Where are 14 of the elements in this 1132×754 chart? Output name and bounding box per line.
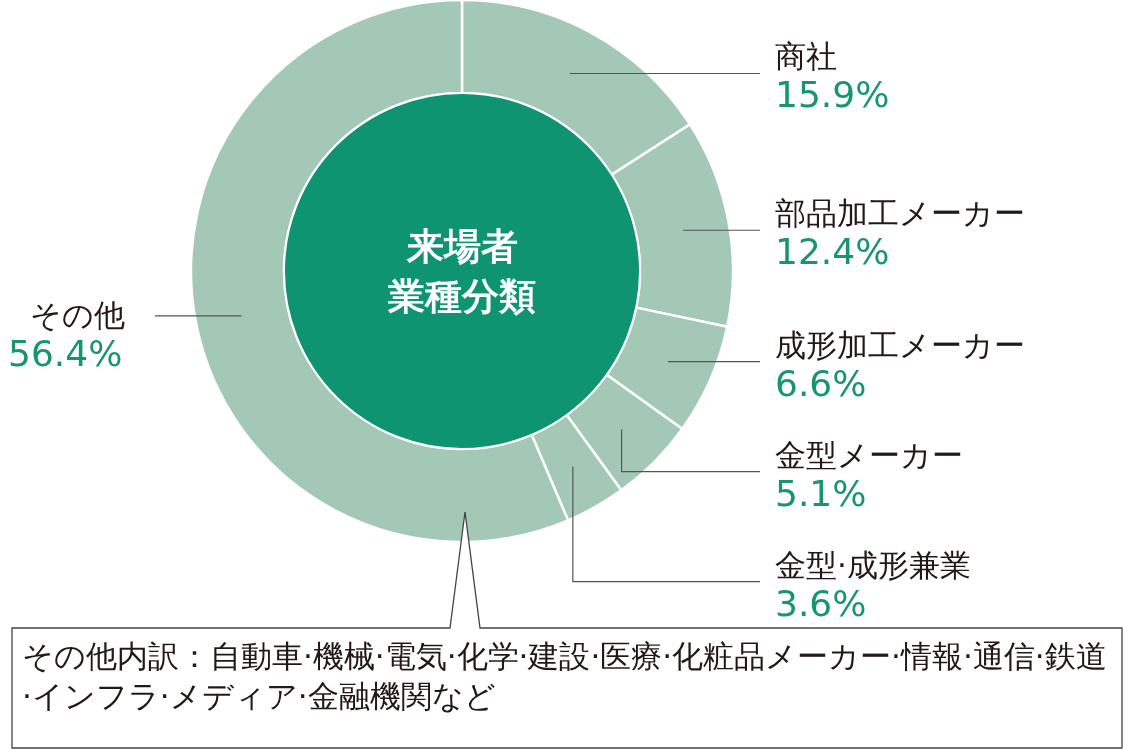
- data-label: 56.4%: [8, 332, 123, 374]
- data-label: 5.1%: [775, 472, 867, 514]
- text: その他内訳：自動車·機械·電気·化学·建設·医療·化粧品メーカー·情報·通信·鉄道·インフラ·メディア·金融機関など: [22, 637, 1108, 716]
- data-label: 3.6%: [775, 582, 867, 624]
- slice-label: 成形加工メーカー: [775, 326, 1025, 363]
- data-label: 6.6%: [775, 362, 867, 404]
- slice-label: 金型·成形兼業: [775, 546, 971, 583]
- text: 来場者業種分類: [387, 225, 536, 318]
- data-label: 15.9%: [775, 74, 890, 116]
- slice-label: 部品加工メーカー: [775, 195, 1025, 232]
- slice-label: 金型メーカー: [775, 436, 963, 473]
- slice-label: 商社: [775, 38, 837, 75]
- data-label: 12.4%: [775, 231, 890, 273]
- slice-label: その他: [30, 296, 125, 333]
